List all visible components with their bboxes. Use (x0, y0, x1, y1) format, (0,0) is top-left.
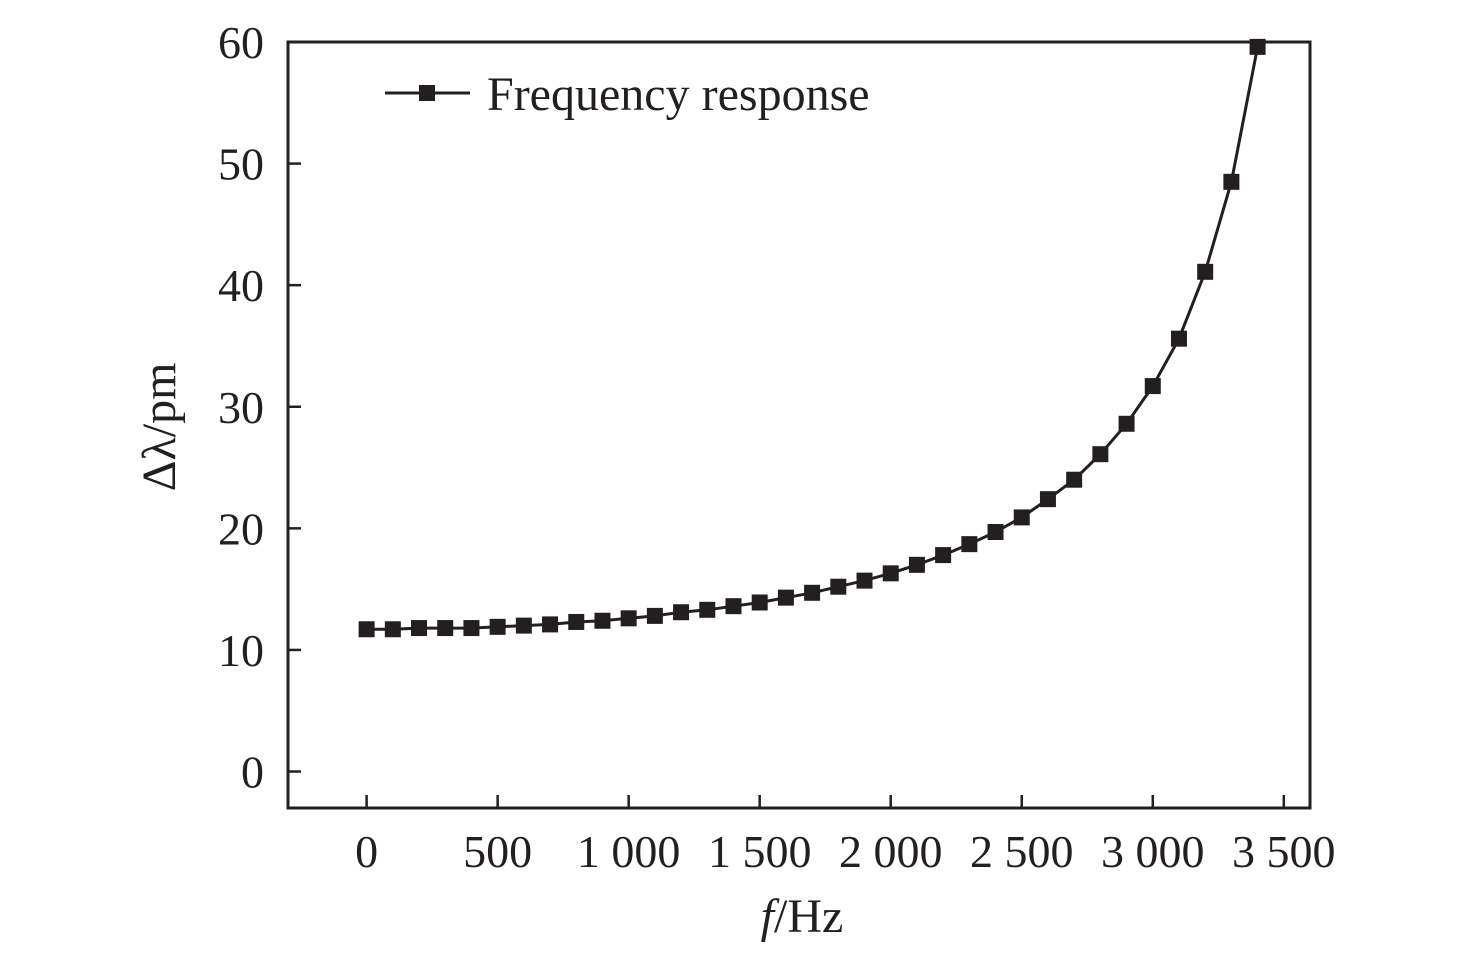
data-point-marker (1170, 330, 1187, 347)
data-point-marker (830, 578, 847, 595)
data-point-marker (1039, 491, 1056, 508)
data-point-marker (594, 612, 611, 629)
data-point-marker (882, 565, 899, 582)
y-tick-label: 30 (218, 382, 264, 433)
data-point-marker (1223, 173, 1240, 190)
y-tick-label: 40 (218, 260, 264, 311)
data-point-marker (961, 536, 978, 553)
legend-marker-swatch (419, 85, 435, 101)
x-axis-unit: /Hz (774, 890, 843, 943)
y-tick-label: 20 (218, 503, 264, 554)
data-point-marker (646, 607, 663, 624)
data-point-marker (1249, 38, 1266, 55)
x-tick-label: 3 000 (1101, 826, 1205, 877)
x-tick-label: 2 000 (839, 826, 943, 877)
data-point-marker (935, 547, 952, 564)
data-point-marker (437, 620, 454, 637)
data-point-marker (1144, 378, 1161, 395)
data-point-marker (777, 589, 794, 606)
data-point-marker (515, 617, 532, 634)
x-tick-label: 1 500 (708, 826, 812, 877)
data-point-marker (725, 598, 742, 615)
data-point-marker (463, 620, 480, 637)
data-point-marker (1118, 415, 1135, 432)
x-tick-label: 2 500 (970, 826, 1074, 877)
data-point-marker (673, 604, 690, 621)
data-point-marker (804, 584, 821, 601)
y-axis-title: Δλ/pm (133, 363, 186, 492)
legend-label: Frequency response (487, 68, 870, 121)
data-point-marker (1013, 509, 1030, 526)
series-line (366, 46, 1260, 631)
data-point-marker (542, 616, 559, 633)
x-tick-label: 3 500 (1232, 826, 1336, 877)
x-tick-label: 1 000 (577, 826, 681, 877)
data-point-marker (987, 523, 1004, 540)
data-point-marker (699, 601, 716, 618)
data-point-marker (751, 594, 768, 611)
plot-area-frame (286, 40, 1312, 810)
data-point-marker (384, 621, 401, 638)
data-point-marker (1197, 263, 1214, 280)
data-point-marker (1066, 471, 1083, 488)
data-point-marker (620, 610, 637, 627)
x-tick-label: 500 (463, 826, 532, 877)
y-tick-label: 60 (218, 17, 264, 68)
x-tick-label: 0 (355, 826, 378, 877)
data-point-marker (856, 572, 873, 589)
data-point-marker (568, 613, 585, 630)
data-point-marker (358, 621, 375, 638)
y-tick-label: 0 (241, 747, 264, 798)
x-axis-title: f/Hz (761, 890, 844, 943)
y-tick-label: 50 (218, 139, 264, 190)
data-point-marker (411, 620, 428, 637)
data-point-marker (1092, 446, 1109, 463)
y-tick-label: 10 (218, 625, 264, 676)
data-point-marker (908, 556, 925, 573)
data-point-marker (489, 618, 506, 635)
